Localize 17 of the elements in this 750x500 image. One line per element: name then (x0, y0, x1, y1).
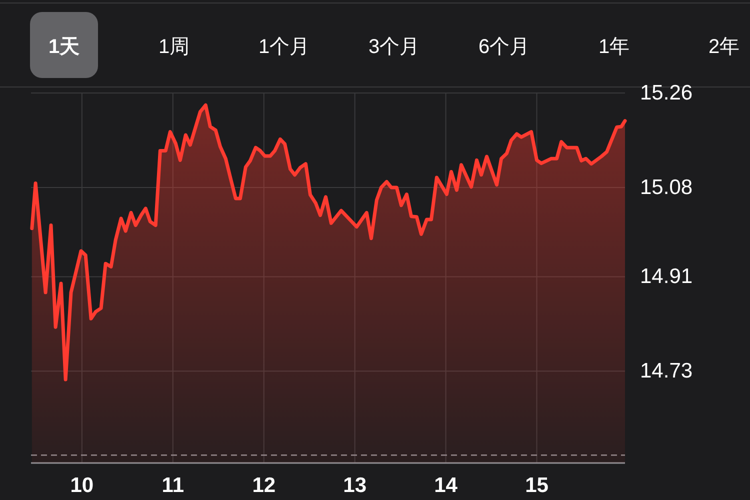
text: 1周 (158, 36, 190, 58)
text: 2年 (708, 36, 740, 58)
text: 6个月 (478, 36, 530, 58)
x-tick-label: 10 (70, 474, 94, 497)
x-tick-label: 12 (252, 474, 276, 497)
x-tick-label: 14 (434, 474, 458, 497)
text: 1年 (598, 36, 630, 58)
y-tick-label: 14.91 (640, 265, 693, 288)
y-tick-label: 15.26 (640, 82, 693, 104)
text: 3个月 (368, 36, 420, 58)
text: 1个月 (258, 36, 310, 58)
text: 1天 (48, 36, 80, 58)
y-tick-label: 14.73 (640, 360, 693, 383)
y-tick-label: 15.08 (640, 176, 693, 199)
x-tick-label: 13 (343, 474, 367, 497)
x-tick-label: 11 (162, 474, 184, 497)
x-tick-label: 15 (525, 474, 549, 497)
